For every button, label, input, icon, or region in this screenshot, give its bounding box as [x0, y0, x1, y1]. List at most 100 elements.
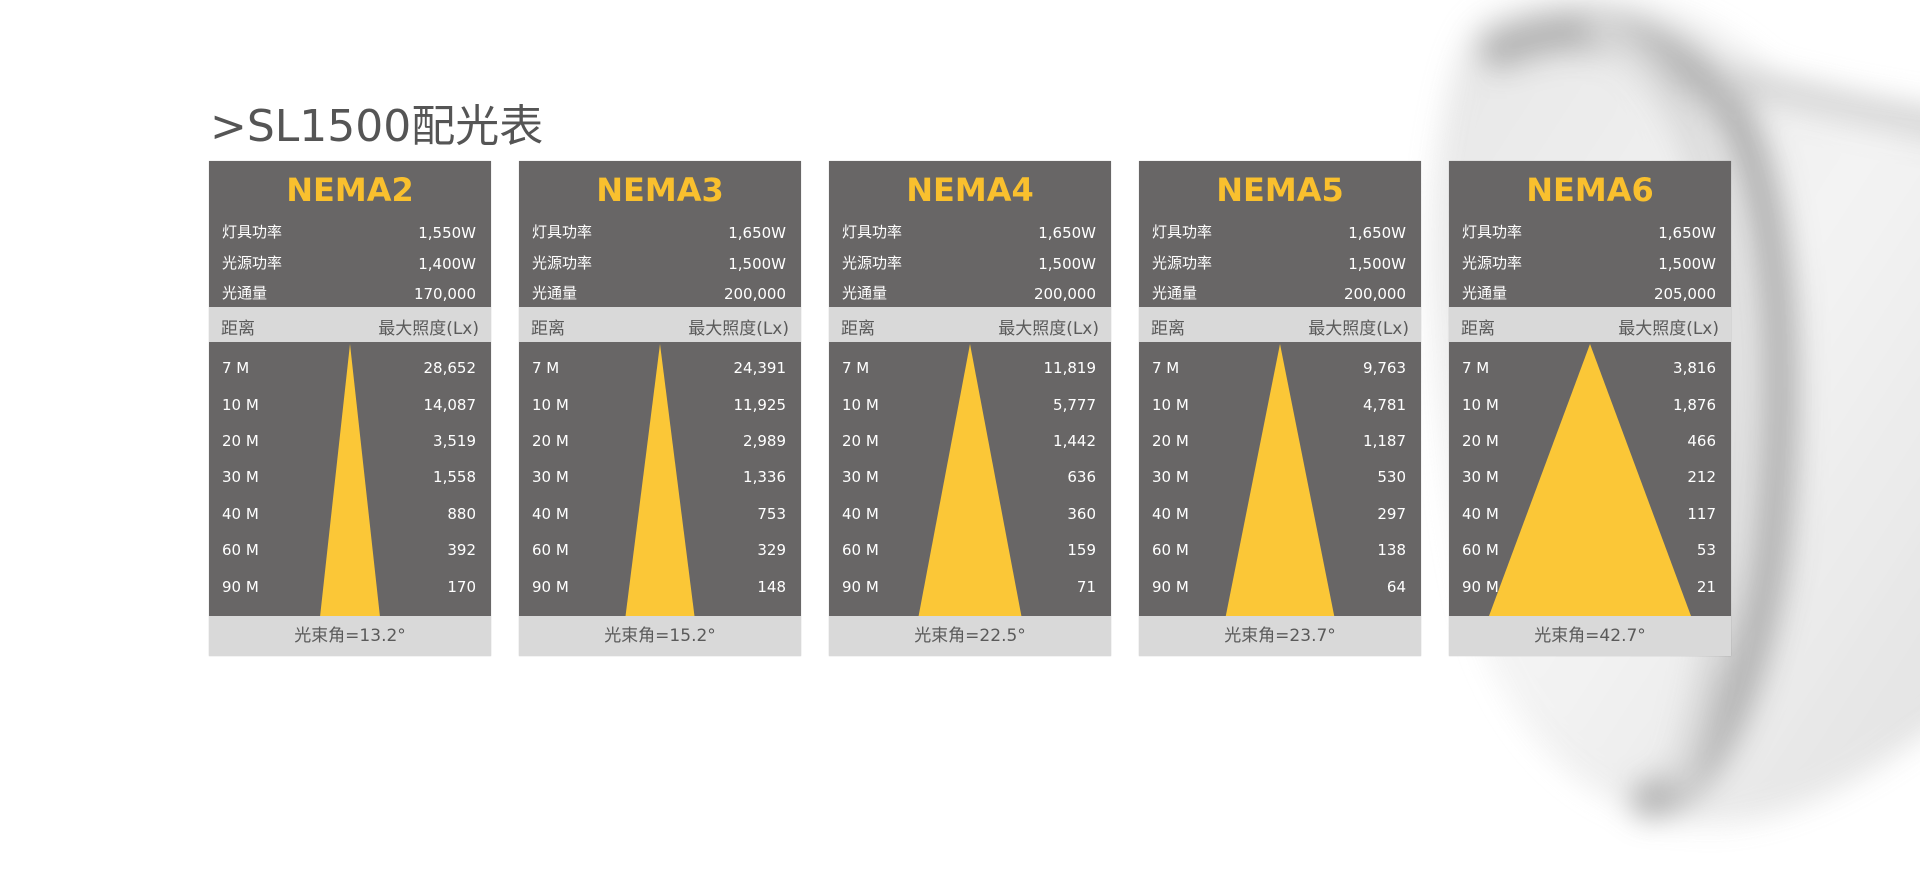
lux-cell: 71: [1076, 578, 1096, 596]
distance-cell: 40 M: [842, 505, 879, 523]
table-header: 距离 最大照度(Lx): [519, 307, 801, 342]
table-row: 7 M 9,763: [1152, 359, 1406, 381]
distance-cell: 60 M: [1462, 541, 1499, 559]
table-row: 40 M 753: [532, 505, 786, 527]
nema-card-nema5: NEMA5 灯具功率 1,650W 光源功率 1,500W 光通量 200,000 距离 最大照…: [1139, 161, 1421, 656]
lux-cell: 53: [1696, 541, 1716, 559]
lux-cell: 1,558: [433, 468, 476, 486]
table-row: 10 M 1,876: [1462, 396, 1716, 418]
beam-cone: [1487, 344, 1693, 619]
nema-card-nema6: NEMA6 灯具功率 1,650W 光源功率 1,500W 光通量 205,000 距离 最大照…: [1449, 161, 1731, 656]
table-row: 90 M 170: [222, 578, 476, 600]
lux-header: 最大照度(Lx): [378, 319, 479, 339]
lux-cell: 159: [1067, 541, 1096, 559]
lux-cell: 880: [447, 505, 476, 523]
beam-cone: [1225, 344, 1335, 619]
card-title: NEMA6: [1526, 171, 1654, 209]
distance-cell: 7 M: [532, 359, 560, 377]
card-title: NEMA2: [286, 171, 414, 209]
table-row: 60 M 329: [532, 541, 786, 563]
distance-cell: 90 M: [1152, 578, 1189, 596]
spec-row: 光源功率 1,500W: [1462, 252, 1716, 274]
beam-cone-graphic: [1225, 344, 1335, 619]
lux-cell: 21: [1696, 578, 1716, 596]
spec-label: 光源功率: [1152, 254, 1213, 272]
spec-label: 光通量: [1462, 284, 1508, 302]
spec-label: 灯具功率: [532, 223, 593, 241]
spec-label: 光源功率: [842, 254, 903, 272]
distance-cell: 40 M: [1462, 505, 1499, 523]
lux-header: 最大照度(Lx): [688, 319, 789, 339]
spec-value: 200,000: [1033, 285, 1096, 303]
distance-cell: 90 M: [222, 578, 259, 596]
lux-cell: 1,876: [1673, 396, 1716, 414]
beam-cone: [918, 344, 1022, 619]
spec-row: 光源功率 1,400W: [222, 252, 476, 274]
spec-value: 1,550W: [418, 224, 476, 242]
distance-cell: 20 M: [532, 432, 569, 450]
table-row: 20 M 466: [1462, 432, 1716, 454]
table-row: 30 M 212: [1462, 468, 1716, 490]
lux-header: 最大照度(Lx): [1618, 319, 1719, 339]
beam-angle-footer: 光束角=22.5°: [829, 616, 1111, 656]
spec-row: 灯具功率 1,550W: [222, 221, 476, 243]
distance-cell: 40 M: [222, 505, 259, 523]
table-row: 90 M 148: [532, 578, 786, 600]
lux-cell: 24,391: [733, 359, 787, 377]
distance-cell: 90 M: [842, 578, 879, 596]
beam-angle-footer: 光束角=15.2°: [519, 616, 801, 656]
distance-cell: 90 M: [532, 578, 569, 596]
table-row: 10 M 11,925: [532, 396, 786, 418]
lux-cell: 1,336: [743, 468, 786, 486]
spec-row: 光通量 200,000: [842, 282, 1096, 304]
distance-cell: 10 M: [532, 396, 569, 414]
spec-row: 灯具功率 1,650W: [842, 221, 1096, 243]
distance-cell: 7 M: [1152, 359, 1180, 377]
table-row: 20 M 1,187: [1152, 432, 1406, 454]
beam-cone-graphic: [625, 344, 695, 619]
lux-cell: 753: [757, 505, 786, 523]
distance-cell: 60 M: [1152, 541, 1189, 559]
distance-header: 距离: [1151, 319, 1185, 339]
distance-header: 距离: [841, 319, 875, 339]
distance-cell: 60 M: [222, 541, 259, 559]
distance-cell: 10 M: [222, 396, 259, 414]
table-row: 90 M 21: [1462, 578, 1716, 600]
spec-value: 1,650W: [1658, 224, 1716, 242]
spec-label: 光源功率: [1462, 254, 1523, 272]
spec-label: 光源功率: [222, 254, 283, 272]
distance-cell: 40 M: [1152, 505, 1189, 523]
distance-cell: 7 M: [1462, 359, 1490, 377]
table-row: 10 M 4,781: [1152, 396, 1406, 418]
table-header: 距离 最大照度(Lx): [1139, 307, 1421, 342]
spec-row: 光通量 200,000: [1152, 282, 1406, 304]
beam-cone-graphic: [319, 344, 381, 619]
distance-cell: 20 M: [222, 432, 259, 450]
table-row: 7 M 28,652: [222, 359, 476, 381]
distance-cell: 20 M: [842, 432, 879, 450]
table-row: 20 M 2,989: [532, 432, 786, 454]
table-row: 60 M 159: [842, 541, 1096, 563]
table-header: 距离 最大照度(Lx): [1449, 307, 1731, 342]
table-row: 30 M 530: [1152, 468, 1406, 490]
lux-cell: 170: [447, 578, 476, 596]
table-row: 60 M 138: [1152, 541, 1406, 563]
spec-label: 光通量: [222, 284, 268, 302]
lux-cell: 212: [1687, 468, 1716, 486]
spec-value: 200,000: [1343, 285, 1406, 303]
distance-cell: 7 M: [222, 359, 250, 377]
page-title: >SL1500配光表: [210, 101, 544, 152]
spec-label: 灯具功率: [1152, 223, 1213, 241]
spec-label: 灯具功率: [842, 223, 903, 241]
table-row: 7 M 24,391: [532, 359, 786, 381]
spec-label: 灯具功率: [222, 223, 283, 241]
table-row: 40 M 880: [222, 505, 476, 527]
table-row: 10 M 14,087: [222, 396, 476, 418]
lux-cell: 148: [757, 578, 786, 596]
distance-cell: 30 M: [532, 468, 569, 486]
spec-value: 1,650W: [1038, 224, 1096, 242]
spec-value: 1,500W: [1348, 255, 1406, 273]
table-row: 40 M 360: [842, 505, 1096, 527]
nema-card-nema3: NEMA3 灯具功率 1,650W 光源功率 1,500W 光通量 200,000 距离 最大照…: [519, 161, 801, 656]
card-title: NEMA5: [1216, 171, 1344, 209]
